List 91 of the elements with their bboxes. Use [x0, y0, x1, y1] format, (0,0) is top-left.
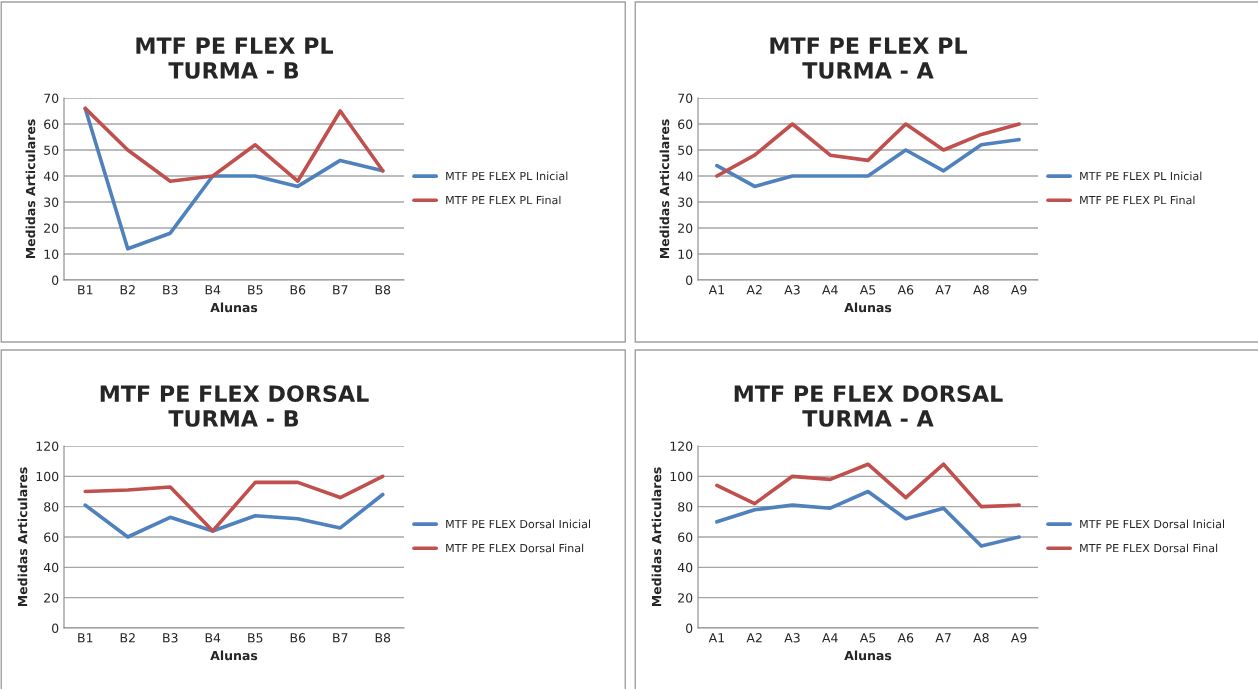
legend-label: MTF PE FLEX Dorsal Final: [1080, 543, 1218, 553]
x-tick-label: B4: [205, 633, 221, 643]
x-axis-title: Alunas: [844, 650, 892, 661]
x-tick-label: A9: [1010, 633, 1027, 643]
y-tick-label: 70: [44, 93, 59, 103]
x-tick-label: B5: [248, 633, 263, 643]
line-series: [715, 489, 1021, 548]
y-tick-label: 50: [44, 145, 59, 155]
y-tick-label: 20: [44, 593, 59, 603]
line-series: [715, 462, 1021, 509]
y-tick-label: 20: [44, 223, 59, 233]
legend-label: MTF PE FLEX Dorsal Inicial: [1080, 519, 1224, 529]
x-tick-label: B7: [333, 285, 348, 295]
y-tick-label: 30: [678, 197, 693, 207]
y-axis-title: Medidas Articulares: [651, 467, 662, 607]
legend-label: MTF PE FLEX PL Inicial: [1080, 171, 1202, 181]
line-series: [83, 106, 385, 184]
legend-label: MTF PE FLEX PL Inicial: [446, 171, 568, 181]
y-tick-label: 120: [36, 441, 59, 451]
x-tick-label: A8: [973, 633, 989, 643]
x-tick-label: A4: [822, 633, 838, 643]
y-tick-label: 0: [686, 623, 693, 633]
y-tick-label: 60: [678, 119, 693, 129]
x-tick-label: A3: [784, 633, 800, 643]
x-tick-label: B1: [78, 633, 93, 643]
y-tick-label: 0: [52, 275, 59, 285]
chart-title: MTF PE FLEX DORSAL TURMA - A: [734, 385, 1003, 427]
line-series: [83, 474, 385, 533]
x-tick-label: A6: [897, 285, 914, 295]
x-tick-label: A1: [708, 633, 724, 643]
y-tick-label: 80: [44, 502, 59, 512]
x-axis-title: Alunas: [844, 302, 892, 313]
y-axis-title: Medidas Articulares: [17, 467, 28, 607]
chart-title: MTF PE FLEX PL TURMA - A: [770, 37, 968, 79]
y-tick-label: 50: [678, 145, 693, 155]
y-tick-label: 70: [678, 93, 693, 103]
x-tick-label: B2: [120, 285, 135, 295]
y-tick-label: 60: [44, 119, 59, 129]
legend-label: MTF PE FLEX PL Final: [446, 195, 561, 205]
x-tick-label: B5: [248, 285, 263, 295]
y-tick-label: 60: [678, 532, 693, 542]
x-tick-label: A8: [973, 285, 989, 295]
line-series: [83, 492, 385, 539]
x-tick-label: A9: [1010, 285, 1027, 295]
x-tick-label: A1: [708, 285, 724, 295]
x-tick-label: B6: [290, 285, 306, 295]
y-axis-title: Medidas Articulares: [659, 119, 670, 259]
x-tick-label: A2: [746, 285, 762, 295]
y-tick-label: 100: [670, 471, 693, 482]
x-tick-label: B2: [120, 633, 135, 643]
x-tick-label: B7: [333, 633, 348, 643]
y-tick-label: 100: [36, 471, 59, 482]
y-axis-title: Medidas Articulares: [25, 119, 36, 259]
legend-label: MTF PE FLEX Dorsal Inicial: [446, 519, 590, 529]
x-tick-label: B4: [205, 285, 221, 295]
y-tick-label: 10: [678, 249, 693, 259]
y-tick-label: 20: [678, 223, 693, 233]
y-tick-label: 40: [677, 562, 693, 573]
y-tick-label: 40: [43, 171, 59, 181]
x-tick-label: B8: [375, 285, 391, 295]
line-series: [715, 122, 1021, 178]
y-tick-label: 60: [44, 532, 59, 542]
x-axis-title: Alunas: [210, 650, 258, 661]
x-tick-label: A7: [935, 633, 951, 643]
y-tick-label: 80: [678, 502, 693, 512]
y-tick-label: 30: [44, 197, 59, 207]
y-tick-label: 20: [678, 593, 693, 603]
x-tick-label: A2: [746, 633, 762, 643]
line-series: [715, 137, 1021, 189]
chart-title: MTF PE FLEX PL TURMA - B: [136, 37, 334, 79]
chart-title: MTF PE FLEX DORSAL TURMA - B: [100, 385, 369, 427]
x-tick-label: A5: [859, 285, 876, 295]
x-tick-label: B6: [290, 633, 306, 643]
y-tick-label: 40: [677, 171, 693, 181]
x-tick-label: B3: [163, 285, 178, 295]
x-tick-label: B8: [375, 633, 391, 643]
y-tick-label: 0: [686, 275, 693, 285]
legend-label: MTF PE FLEX Dorsal Final: [446, 543, 584, 553]
y-tick-label: 0: [52, 623, 59, 633]
y-tick-label: 10: [44, 249, 59, 259]
legend-label: MTF PE FLEX PL Final: [1080, 195, 1195, 205]
x-tick-label: A3: [784, 285, 800, 295]
y-tick-label: 40: [43, 562, 59, 573]
y-tick-label: 120: [670, 441, 693, 451]
x-tick-label: B3: [163, 633, 178, 643]
x-tick-label: B1: [78, 285, 93, 295]
x-tick-label: A6: [897, 633, 914, 643]
x-axis-title: Alunas: [210, 302, 258, 313]
x-tick-label: A4: [822, 285, 838, 295]
x-tick-label: A7: [935, 285, 951, 295]
x-tick-label: A5: [859, 633, 876, 643]
